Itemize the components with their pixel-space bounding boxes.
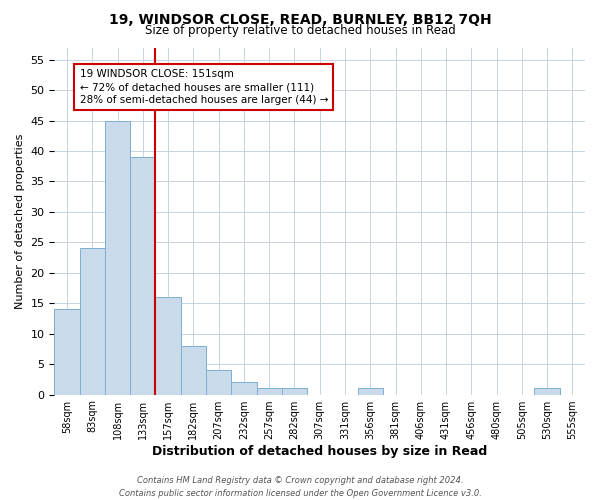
Bar [206,370,231,394]
Bar [55,310,80,394]
Bar [181,346,206,395]
Text: 19, WINDSOR CLOSE, READ, BURNLEY, BB12 7QH: 19, WINDSOR CLOSE, READ, BURNLEY, BB12 7… [109,12,491,26]
Bar [257,388,282,394]
Bar [231,382,257,394]
Bar [130,157,155,394]
X-axis label: Distribution of detached houses by size in Read: Distribution of detached houses by size … [152,444,487,458]
Text: 19 WINDSOR CLOSE: 151sqm
← 72% of detached houses are smaller (111)
28% of semi-: 19 WINDSOR CLOSE: 151sqm ← 72% of detach… [80,69,328,105]
Bar [80,248,105,394]
Bar [282,388,307,394]
Text: Size of property relative to detached houses in Read: Size of property relative to detached ho… [145,24,455,37]
Bar [105,120,130,394]
Text: Contains HM Land Registry data © Crown copyright and database right 2024.
Contai: Contains HM Land Registry data © Crown c… [119,476,481,498]
Bar [535,388,560,394]
Y-axis label: Number of detached properties: Number of detached properties [15,134,25,308]
Bar [358,388,383,394]
Bar [155,297,181,394]
